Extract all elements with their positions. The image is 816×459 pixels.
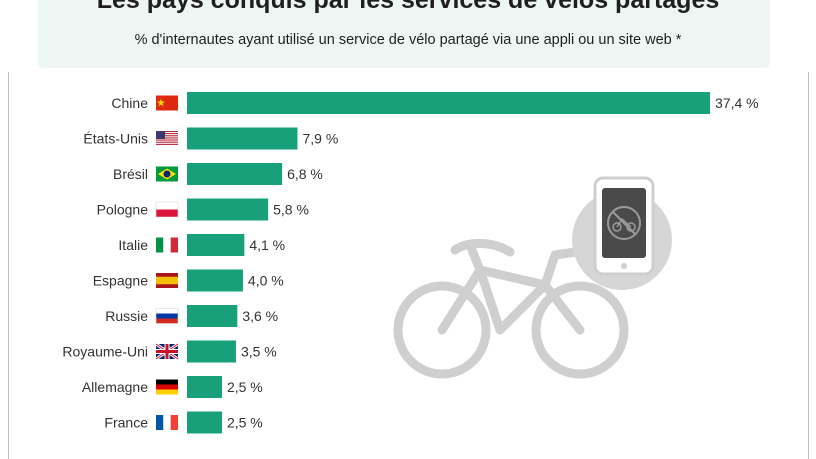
bar: [187, 127, 298, 150]
flag-russia-icon: [155, 308, 179, 324]
bar: [187, 411, 222, 434]
bar: [187, 340, 236, 363]
flag-brazil-icon: [156, 166, 178, 182]
chart-subtitle: % d'internautes ayant utilisé un service…: [134, 32, 682, 48]
bar: [187, 305, 238, 327]
value-label: 7,9 %: [302, 131, 338, 147]
category-label: France: [104, 415, 148, 431]
category-label: Royaume-Uni: [62, 344, 148, 360]
bar-row: Russie 3,6 %: [105, 305, 278, 327]
value-label: 2,5 %: [227, 379, 263, 395]
flag-italy-icon: [156, 237, 178, 253]
bar: [187, 376, 222, 398]
flag-spain-icon: [156, 273, 178, 288]
category-label: Brésil: [113, 166, 148, 182]
value-label: 6,8 %: [287, 166, 323, 182]
flag-usa-icon: [156, 131, 178, 146]
bar-row: Chine 37,4 %: [111, 92, 759, 114]
category-label: Russie: [105, 308, 148, 324]
bar: [187, 92, 710, 114]
header-panel: [38, 0, 770, 68]
flag-poland-icon: [155, 201, 179, 218]
category-label: Espagne: [93, 273, 148, 289]
value-label: 5,8 %: [273, 202, 309, 218]
bar-row: France 2,5 %: [104, 411, 263, 434]
value-label: 3,5 %: [241, 344, 277, 360]
bar-row: États-Unis 7,9 %: [83, 127, 338, 150]
value-label: 4,0 %: [248, 273, 284, 289]
bar-row: Espagne 4,0 %: [93, 269, 284, 292]
category-label: Allemagne: [82, 379, 148, 395]
value-label: 3,6 %: [242, 308, 278, 324]
frame-right-border: [808, 72, 809, 459]
value-label: 2,5 %: [227, 415, 263, 431]
chart-title: Les pays conquis par les services de vél…: [96, 0, 720, 14]
category-label: États-Unis: [83, 131, 148, 147]
bar-row: Brésil 6,8 %: [113, 163, 323, 185]
bar-row: Allemagne 2,5 %: [82, 376, 263, 398]
phone-icon: [572, 176, 672, 290]
flag-germany-icon: [156, 379, 178, 395]
flag-uk-icon: [155, 342, 179, 361]
bar: [187, 269, 243, 292]
bicycle-icon: [393, 239, 629, 379]
frame-left-border: [8, 72, 9, 459]
value-label: 4,1 %: [249, 237, 285, 253]
bar-row: Pologne 5,8 %: [97, 198, 309, 221]
category-label: Pologne: [97, 202, 149, 218]
bar-row: Royaume-Uni 3,5 %: [62, 340, 277, 363]
category-label: Chine: [111, 95, 148, 111]
value-label: 37,4 %: [715, 95, 759, 111]
category-label: Italie: [118, 237, 148, 253]
flag-china-icon: [156, 95, 178, 111]
bar: [187, 234, 245, 256]
flag-france-icon: [156, 415, 178, 430]
bar: [187, 163, 283, 185]
bar: [187, 198, 269, 221]
bar-row: Italie 4,1 %: [118, 234, 285, 256]
